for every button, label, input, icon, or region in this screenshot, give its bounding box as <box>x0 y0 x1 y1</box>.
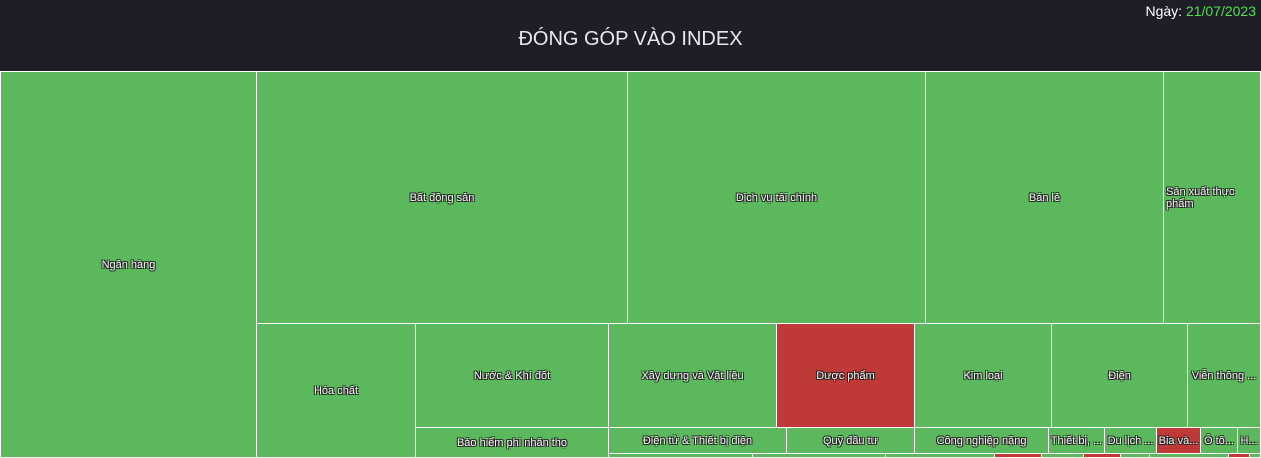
treemap-tile-label: Bảo hiểm phi nhân thọ <box>456 436 568 449</box>
treemap-tile-label: Điện tử & Thiết bị điện <box>642 434 753 447</box>
treemap-tile[interactable]: Thiết bị, ... <box>1048 427 1105 454</box>
treemap-tile-label: Ô tô... <box>1204 434 1234 447</box>
treemap-tile-label: Quỹ đầu tư <box>822 434 879 447</box>
treemap-tile[interactable]: Du lịch ... <box>1104 427 1157 454</box>
treemap-tile[interactable] <box>1041 453 1084 458</box>
index-contribution-treemap: Ngân hàng Bất động sản Dịch vụ tài chính Bá… <box>0 71 1261 458</box>
treemap-tile-label: Điện <box>1108 369 1131 382</box>
treemap-tile[interactable]: Sản xuất thực phẩm <box>1163 71 1261 324</box>
treemap-tile-label: Hóa chất <box>313 384 359 397</box>
treemap-tile[interactable] <box>1083 453 1121 458</box>
treemap-tile-label: Nước & Khí đốt <box>473 369 551 382</box>
treemap-tile[interactable]: Bán lẻ <box>925 71 1164 324</box>
treemap-tile-label: Dịch vụ tài chính <box>735 191 818 204</box>
treemap-tile[interactable]: Bia và... <box>1156 427 1201 454</box>
treemap-tile-label: Dược phẩm <box>816 369 875 382</box>
date-label: Ngày: <box>1145 3 1183 19</box>
treemap-tile[interactable]: Công nghiệp nặng <box>914 427 1049 454</box>
treemap-tile[interactable] <box>1120 453 1150 458</box>
date-value: 21/07/2023 <box>1185 3 1256 19</box>
treemap-tile-label: Viễn thông ... <box>1191 369 1257 382</box>
treemap-tile[interactable]: Kim loại <box>914 323 1052 428</box>
page-title: ĐÓNG GÓP VÀO INDEX <box>518 28 743 50</box>
treemap-tile-label: Bán lẻ <box>1028 191 1061 204</box>
treemap-tile[interactable]: H... <box>1237 427 1261 454</box>
treemap-tile[interactable]: Dịch vụ tài chính <box>627 71 926 324</box>
treemap-tile[interactable] <box>994 453 1042 458</box>
header-bar: ĐÓNG GÓP VÀO INDEX Ngày: 21/07/2023 <box>0 0 1261 71</box>
treemap-tile[interactable]: Xây dựng và Vật liệu <box>608 323 777 428</box>
treemap-tile[interactable]: Viễn thông ... <box>1187 323 1261 428</box>
treemap-tile[interactable]: Nước & Khí đốt <box>415 323 609 428</box>
treemap-tile[interactable]: Ô tô... <box>1200 427 1238 454</box>
treemap-tile-label: Sản xuất thực phẩm <box>1166 185 1235 210</box>
treemap-tile[interactable]: Quỹ đầu tư <box>786 427 915 454</box>
date-display: Ngày: 21/07/2023 <box>1145 3 1256 19</box>
treemap-tile[interactable] <box>1228 453 1250 458</box>
treemap-tile-label: Bia và... <box>1158 434 1199 447</box>
treemap-tile-label: Xây dựng và Vật liệu <box>641 369 744 382</box>
treemap-tile[interactable]: Điện <box>1051 323 1188 428</box>
treemap-tile[interactable]: Hóa chất <box>256 323 416 458</box>
treemap-tile[interactable]: Bất động sản <box>256 71 628 324</box>
treemap-tile-label: Kim loại <box>963 369 1003 382</box>
treemap-tile-label: H... <box>1240 434 1258 447</box>
treemap-tile[interactable]: Bảo hiểm phi nhân thọ <box>415 427 609 458</box>
treemap-tile[interactable] <box>608 453 753 458</box>
treemap-tile-label: Công nghiệp nặng <box>936 434 1027 447</box>
treemap-tile-label: Bất động sản <box>409 191 475 204</box>
treemap-tile[interactable] <box>1149 453 1229 458</box>
treemap-tile[interactable] <box>752 453 886 458</box>
treemap-tile[interactable] <box>885 453 995 458</box>
treemap-tile[interactable] <box>1249 453 1261 458</box>
treemap-tile-label: Du lịch ... <box>1107 434 1154 447</box>
treemap-tile-label: Thiết bị, ... <box>1050 434 1103 447</box>
treemap-tile[interactable]: Ngân hàng <box>0 71 257 458</box>
treemap-tile-label: Ngân hàng <box>101 258 156 271</box>
treemap-tile[interactable]: Dược phẩm <box>776 323 915 428</box>
treemap-tile[interactable]: Điện tử & Thiết bị điện <box>608 427 787 454</box>
